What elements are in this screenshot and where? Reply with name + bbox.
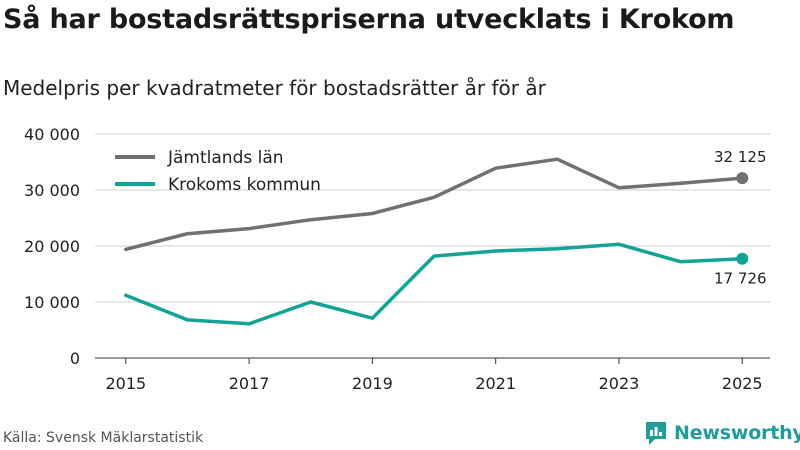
- series-line: [124, 242, 745, 326]
- series-end-point: [736, 172, 749, 185]
- source-note: Källa: Svensk Mäklarstatistik: [3, 430, 204, 446]
- page-title: Så har bostadsrättspriserna utvecklats i…: [3, 4, 735, 35]
- x-tick-label: 2023: [599, 374, 640, 393]
- legend-label: Krokoms kommun: [168, 175, 321, 195]
- x-tick-label: 2015: [105, 374, 146, 393]
- brand-name: Newsworthy: [674, 422, 800, 444]
- y-tick-label: 10 000: [24, 293, 80, 312]
- legend-label: Jämtlands län: [167, 148, 284, 168]
- y-tick-label: 30 000: [24, 181, 80, 200]
- y-tick-label: 0: [70, 349, 80, 368]
- series-line: [124, 157, 745, 252]
- newsworthy-logo-icon: [646, 422, 666, 445]
- chart-subtitle: Medelpris per kvadratmeter för bostadsrä…: [3, 76, 546, 100]
- y-tick-label: 40 000: [24, 125, 80, 144]
- data-label: 32 125: [714, 148, 767, 166]
- x-tick-label: 2025: [722, 374, 763, 393]
- x-tick-label: 2017: [229, 374, 270, 393]
- data-label: 17 726: [714, 270, 767, 288]
- series-end-point: [736, 252, 749, 265]
- x-tick-label: 2021: [475, 374, 516, 393]
- y-tick-label: 20 000: [24, 237, 80, 256]
- brand-logo: Newsworthy: [644, 418, 800, 448]
- x-tick-label: 2019: [352, 374, 393, 393]
